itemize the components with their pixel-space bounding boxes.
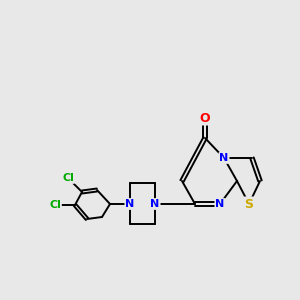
Text: S: S	[244, 197, 253, 211]
Text: O: O	[200, 112, 210, 124]
Text: Cl: Cl	[49, 200, 61, 210]
Text: Cl: Cl	[62, 173, 74, 183]
Text: N: N	[125, 199, 135, 209]
Text: N: N	[215, 199, 225, 209]
Text: N: N	[219, 153, 229, 163]
Text: N: N	[150, 199, 160, 209]
